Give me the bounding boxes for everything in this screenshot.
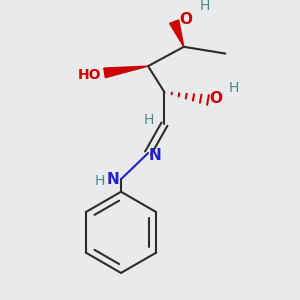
- Polygon shape: [170, 20, 184, 47]
- Text: H: H: [94, 174, 105, 188]
- Polygon shape: [104, 66, 148, 78]
- Text: H: H: [200, 0, 210, 13]
- Text: H: H: [144, 113, 154, 127]
- Text: HO: HO: [77, 68, 101, 82]
- Text: O: O: [179, 12, 192, 27]
- Text: N: N: [107, 172, 120, 187]
- Text: O: O: [209, 91, 222, 106]
- Text: N: N: [148, 148, 161, 163]
- Text: H: H: [229, 81, 239, 95]
